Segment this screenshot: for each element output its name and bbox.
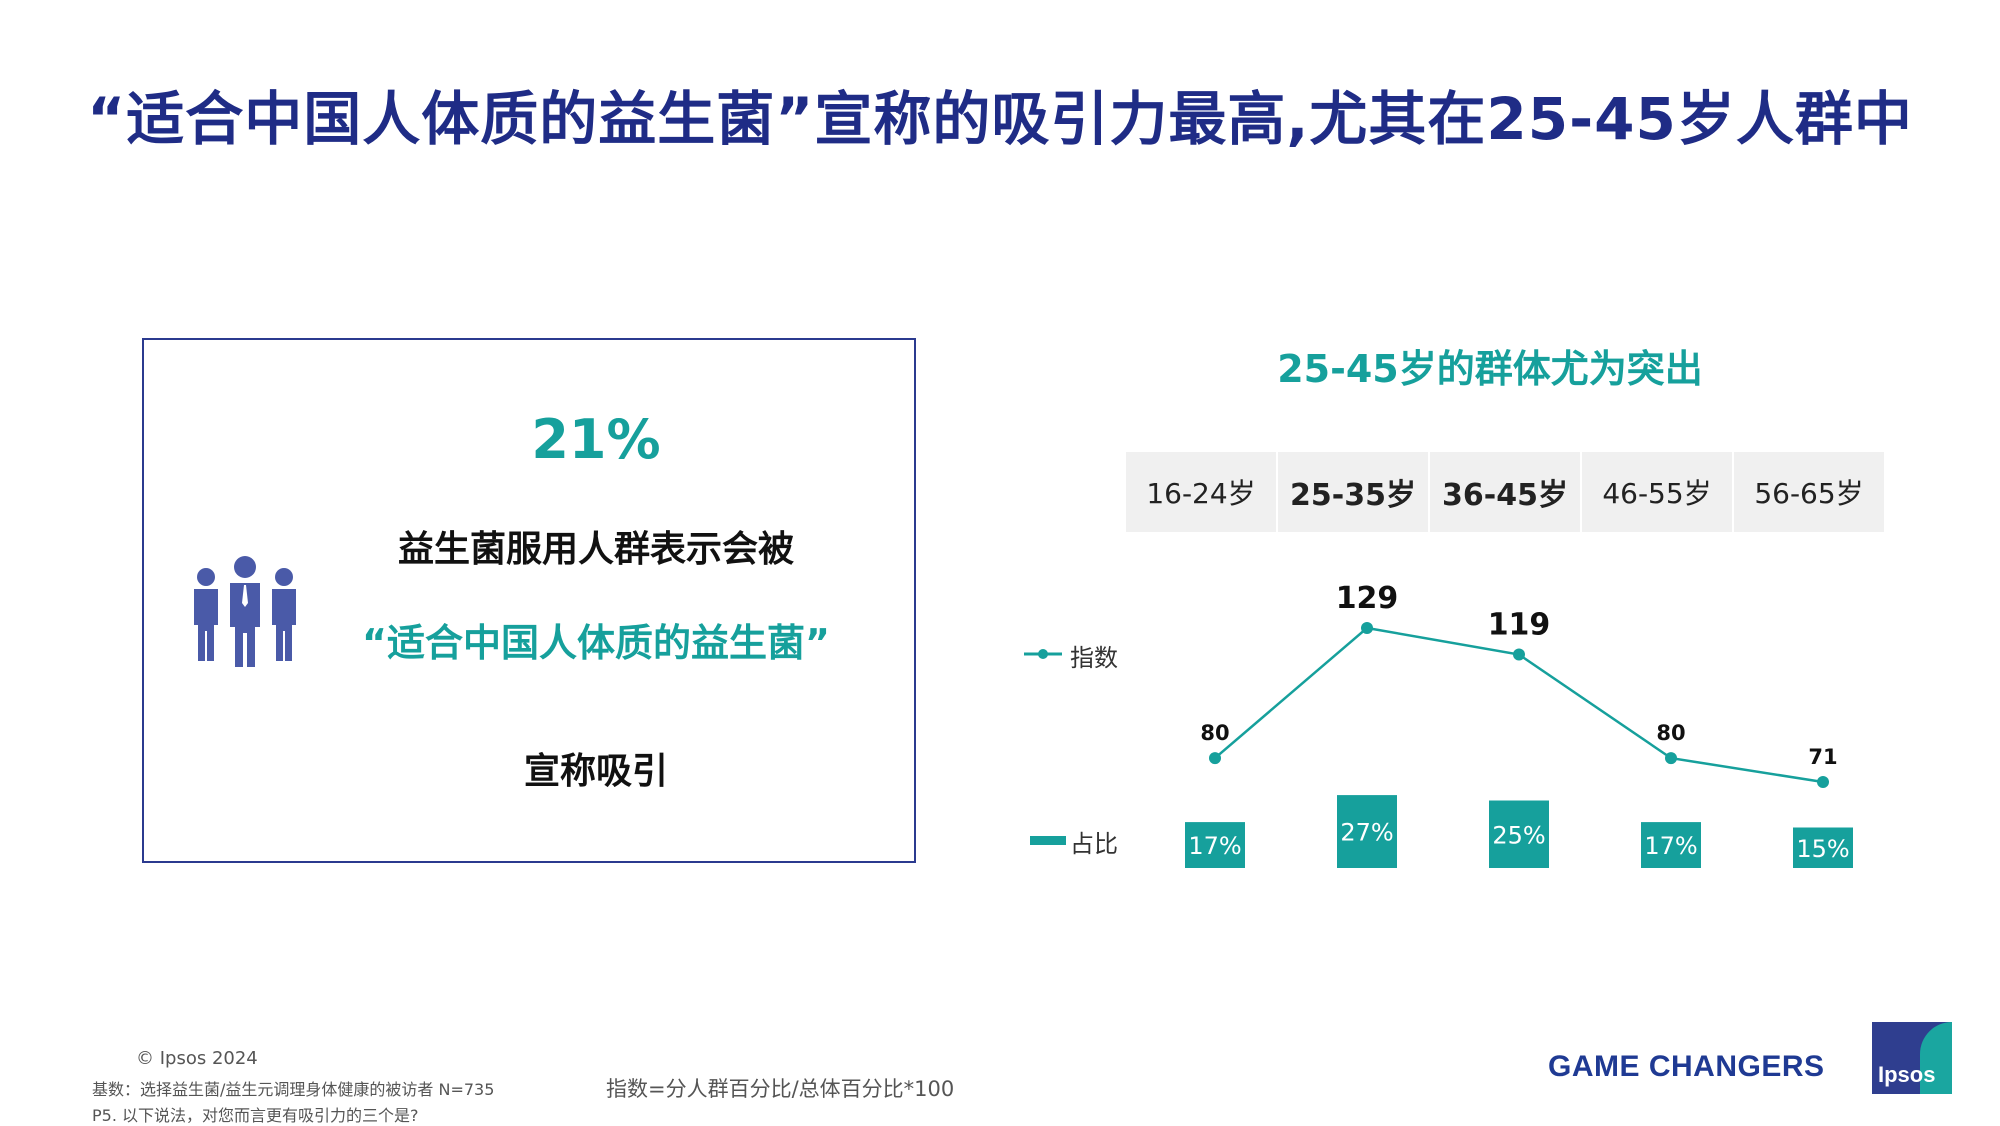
legend-index-icon	[1024, 649, 1062, 659]
category-56-65: 56-65岁	[1734, 452, 1884, 532]
highlight-box	[142, 338, 916, 863]
chart-title: 25-45岁的群体尤为突出	[1277, 347, 1703, 391]
index-data-label: 80	[1200, 721, 1229, 745]
share-data-label: 15%	[1796, 835, 1849, 863]
base-note: 基数：选择益生菌/益生元调理身体健康的被访者 N=735	[92, 1080, 495, 1099]
category-36-45: 36-45岁	[1430, 452, 1580, 532]
category-25-35: 25-35岁	[1278, 452, 1428, 532]
index-data-label: 80	[1656, 721, 1685, 745]
logo-swoosh	[1920, 1022, 1952, 1094]
share-data-label: 27%	[1340, 819, 1393, 847]
people-group-icon	[194, 556, 296, 667]
category-16-24: 16-24岁	[1126, 452, 1276, 532]
index-point	[1361, 622, 1373, 634]
index-point	[1209, 752, 1221, 765]
formula-note: 指数=分人群百分比/总体百分比*100	[606, 1077, 955, 1101]
share-bar	[1337, 795, 1397, 868]
legend-index-label: 指数	[1070, 644, 1118, 672]
share-data-label: 17%	[1644, 832, 1697, 860]
index-point	[1817, 776, 1829, 788]
share-bar	[1185, 822, 1245, 868]
share-data-label: 17%	[1188, 832, 1241, 860]
share-bar	[1489, 800, 1549, 868]
question-note: P5. 以下说法，对您而言更有吸引力的三个是?	[92, 1106, 419, 1125]
share-bar	[1793, 827, 1853, 868]
share-data-label: 25%	[1492, 821, 1545, 849]
share-bar	[1641, 822, 1701, 868]
index-data-label: 71	[1808, 745, 1837, 769]
ipsos-logo: Ipsos	[1872, 1022, 1952, 1094]
category-46-55: 46-55岁	[1582, 452, 1732, 532]
copyright-text: © Ipsos 2024	[136, 1048, 258, 1069]
legend-share-icon	[1030, 836, 1066, 845]
logo-text: Ipsos	[1878, 1062, 1936, 1087]
index-data-label: 119	[1488, 608, 1551, 643]
highlight-line3: 宣称吸引	[523, 751, 668, 792]
index-point	[1513, 648, 1525, 661]
highlight-line2: “适合中国人体质的益生菌”	[362, 621, 830, 665]
legend-share-label: 占比	[1070, 830, 1118, 858]
index-data-label: 129	[1336, 581, 1399, 616]
highlight-line1: 益生菌服用人群表示会被	[397, 529, 794, 570]
index-point	[1665, 752, 1677, 765]
brand-tagline: GAME CHANGERS	[1548, 1050, 1825, 1083]
highlight-percent: 21%	[531, 408, 661, 471]
page-title: “适合中国人体质的益生菌”宣称的吸引力最高,尤其在25-45岁人群中	[87, 85, 1913, 153]
